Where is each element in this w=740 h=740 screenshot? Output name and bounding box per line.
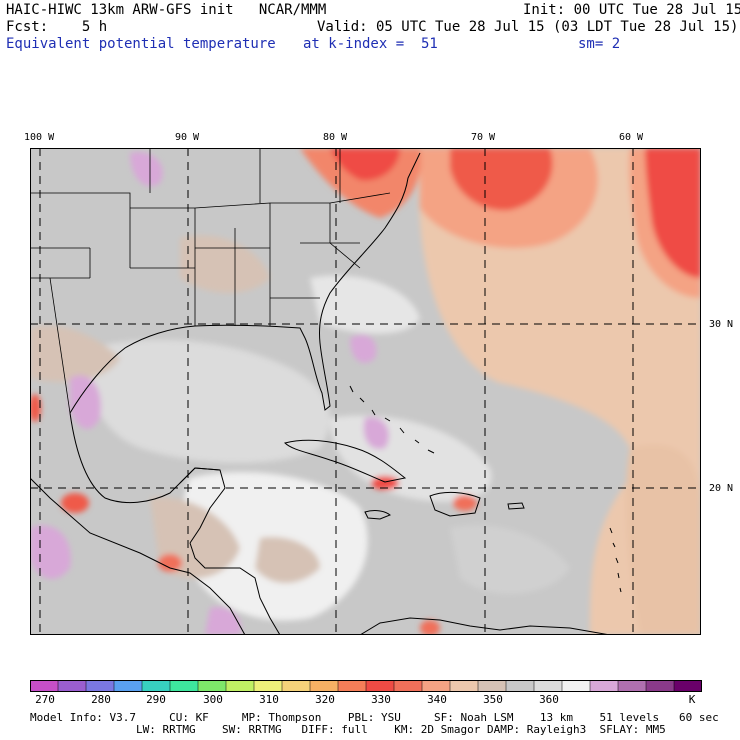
- colorbar-cell: [57, 680, 87, 692]
- colorbar-tick-330: 330: [371, 693, 391, 706]
- smoothing-label: sm= 2: [578, 36, 621, 52]
- lon-label-70w: 70 W: [471, 132, 496, 143]
- colorbar-cell: [477, 680, 507, 692]
- theta-e-map: [30, 148, 701, 635]
- colorbar-tick-270: 270: [35, 693, 55, 706]
- lon-label-90w: 90 W: [175, 132, 200, 143]
- model-info-line-2: LW: RRTMG SW: RRTMG DIFF: full KM: 2D Sm…: [30, 723, 666, 736]
- lon-label-100w: 100 W: [24, 132, 55, 143]
- colorbar-cell: [197, 680, 227, 692]
- colorbar-cell: [281, 680, 311, 692]
- level-label: at k-index = 51: [303, 36, 438, 52]
- colorbar-cell: [365, 680, 395, 692]
- shaded-field: [30, 148, 701, 635]
- init-time: Init: 00 UTC Tue 28 Jul 15: [523, 2, 740, 18]
- colorbar-cell: [169, 680, 199, 692]
- model-info-line-1: Model Info: V3.7 CU: KF MP: Thompson PBL…: [30, 711, 719, 724]
- colorbar-cell: [85, 680, 115, 692]
- colorbar-cell: [589, 680, 619, 692]
- colorbar-cell: [225, 680, 255, 692]
- colorbar-cell: [673, 680, 702, 692]
- colorbar-cell: [561, 680, 591, 692]
- field-name: Equivalent potential temperature: [6, 36, 276, 52]
- colorbar-cell: [645, 680, 675, 692]
- colorbar-cell: [505, 680, 535, 692]
- colorbar-cell: [393, 680, 423, 692]
- colorbar-cell: [533, 680, 563, 692]
- colorbar-cell: [113, 680, 143, 692]
- colorbar-cell: [253, 680, 283, 692]
- colorbar-tick-360: 360: [539, 693, 559, 706]
- colorbar-cell: [30, 680, 59, 692]
- colorbar-cell: [141, 680, 171, 692]
- lat-lon-grid: [30, 148, 701, 635]
- colorbar-tick-290: 290: [146, 693, 166, 706]
- lat-label-30n: 30 N: [709, 319, 734, 330]
- colorbar-cell: [449, 680, 479, 692]
- lon-label-80w: 80 W: [323, 132, 348, 143]
- colorbar-tick-320: 320: [315, 693, 335, 706]
- political-boundaries: [30, 148, 391, 635]
- colorbar-tick-300: 300: [203, 693, 223, 706]
- forecast-hour: Fcst: 5 h: [6, 19, 108, 35]
- colorbar-tick-280: 280: [91, 693, 111, 706]
- map-frame: [30, 148, 701, 635]
- plot-title: HAIC-HIWC 13km ARW-GFS init NCAR/MMM: [6, 2, 327, 18]
- colorbar: [30, 680, 702, 692]
- colorbar-cell: [309, 680, 339, 692]
- lat-label-20n: 20 N: [709, 483, 734, 494]
- colorbar-tick-340: 340: [427, 693, 447, 706]
- colorbar-tick-350: 350: [483, 693, 503, 706]
- colorbar-unit: K: [688, 693, 696, 706]
- colorbar-tick-310: 310: [259, 693, 279, 706]
- colorbar-cell: [421, 680, 451, 692]
- colorbar-cell: [337, 680, 367, 692]
- lon-label-60w: 60 W: [619, 132, 644, 143]
- coastlines: [30, 152, 622, 635]
- valid-time: Valid: 05 UTC Tue 28 Jul 15 (03 LDT Tue …: [317, 19, 739, 35]
- colorbar-cell: [617, 680, 647, 692]
